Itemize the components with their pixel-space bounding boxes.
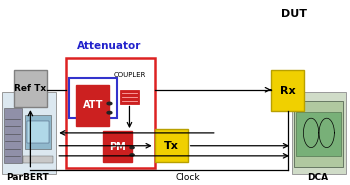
Bar xyxy=(69,78,118,118)
Text: Attenuator: Attenuator xyxy=(77,41,142,51)
Text: PM: PM xyxy=(109,142,126,152)
Text: Tx: Tx xyxy=(164,141,178,151)
Bar xyxy=(76,85,110,126)
Bar xyxy=(271,70,304,111)
Bar xyxy=(103,131,132,162)
Text: DUT: DUT xyxy=(281,9,307,18)
Bar xyxy=(294,101,343,167)
Text: Rx: Rx xyxy=(280,86,295,96)
Circle shape xyxy=(130,154,134,156)
Bar xyxy=(4,108,22,163)
Circle shape xyxy=(107,102,112,105)
Text: Clock: Clock xyxy=(175,173,200,182)
Text: ATT: ATT xyxy=(83,100,103,110)
Bar xyxy=(66,58,155,168)
Text: DCA: DCA xyxy=(307,173,329,182)
Bar xyxy=(292,92,346,174)
Text: Ref Tx: Ref Tx xyxy=(14,84,47,93)
Bar xyxy=(120,90,139,104)
Text: ParBERT: ParBERT xyxy=(6,173,49,182)
Bar xyxy=(155,129,188,162)
Text: COUPLER: COUPLER xyxy=(113,72,146,78)
Bar xyxy=(23,156,53,163)
Bar xyxy=(296,112,341,156)
Circle shape xyxy=(107,111,112,114)
Bar xyxy=(27,121,49,143)
Circle shape xyxy=(130,147,134,149)
Bar xyxy=(25,115,51,149)
Bar xyxy=(2,92,56,174)
Bar xyxy=(14,70,47,107)
